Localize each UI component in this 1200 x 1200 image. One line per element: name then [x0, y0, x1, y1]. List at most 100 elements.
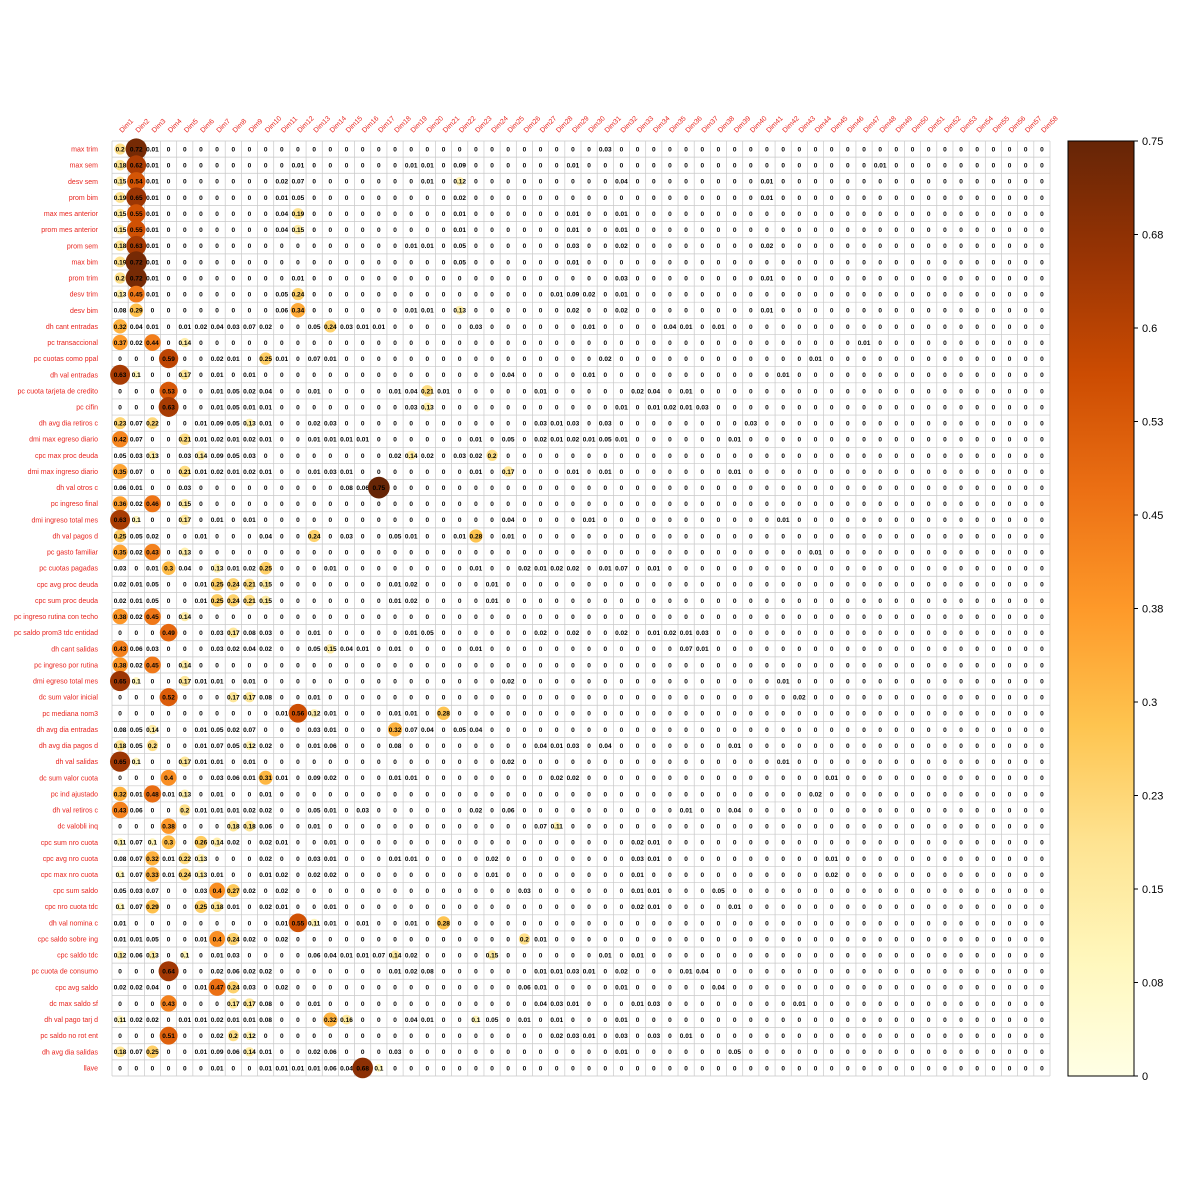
cell-value: 0: [652, 549, 656, 556]
cell-value: 0: [329, 678, 333, 685]
cell-value: 0: [474, 356, 478, 363]
cell-value: 0: [959, 566, 963, 573]
correlation-circle: [145, 899, 160, 914]
cell-value: 0: [442, 582, 446, 589]
cell-value: 0.02: [324, 775, 337, 782]
cell-value: 0: [668, 727, 672, 734]
cell-value: 0.02: [567, 566, 580, 573]
cell-value: 0: [571, 1049, 575, 1056]
cell-value: 0: [959, 1017, 963, 1024]
cell-value: 0.01: [308, 630, 321, 637]
cell-value: 0: [700, 920, 704, 927]
cell-value: 0: [539, 163, 543, 170]
cell-value: 0: [571, 485, 575, 492]
cell-value: 0: [943, 662, 947, 669]
cell-value: 0: [684, 711, 688, 718]
cell-value: 0: [361, 888, 365, 895]
cell-value: 0: [975, 904, 979, 911]
cell-value: 0: [975, 566, 979, 573]
row-label: dh avg dia entradas: [37, 727, 99, 734]
cell-value: 0: [652, 179, 656, 186]
cell-value: 0: [199, 775, 203, 782]
cell-value: 0: [749, 727, 753, 734]
cell-value: 0: [668, 582, 672, 589]
cell-value: 0: [862, 920, 866, 927]
cell-value: 0.02: [114, 582, 127, 589]
cell-value: 0: [296, 517, 300, 524]
cell-value: 0: [377, 727, 381, 734]
cell-value: 0: [652, 646, 656, 653]
cell-value: 0.04: [324, 952, 337, 959]
cell-value: 0.01: [550, 1017, 563, 1024]
cell-value: 0: [134, 388, 138, 395]
cell-value: 0: [636, 404, 640, 411]
cell-value: 0: [490, 904, 494, 911]
cell-value: 0.06: [324, 1049, 337, 1056]
cell-value: 0: [377, 549, 381, 556]
cell-value: 0: [587, 1017, 591, 1024]
cell-value: 0: [539, 308, 543, 315]
cell-value: 0: [733, 598, 737, 605]
cell-value: 0: [490, 292, 494, 299]
cell-value: 0.02: [243, 388, 256, 395]
cell-value: 0: [167, 646, 171, 653]
cell-value: 0: [927, 179, 931, 186]
cell-value: 0: [1024, 421, 1028, 428]
cell-value: 0: [895, 1001, 899, 1008]
cell-value: 0: [636, 292, 640, 299]
cell-value: 0: [652, 372, 656, 379]
cell-value: 0: [943, 711, 947, 718]
cell-value: 0: [377, 775, 381, 782]
correlation-circle: [486, 449, 498, 461]
cell-value: 0.01: [405, 243, 418, 250]
cell-value: 0: [781, 437, 785, 444]
cell-value: 0: [571, 952, 575, 959]
cell-value: 0: [442, 856, 446, 863]
cell-value: 0: [571, 856, 575, 863]
cell-value: 0: [992, 356, 996, 363]
correlation-circle: [146, 739, 159, 752]
cell-value: 0: [911, 630, 915, 637]
cell-value: 0.25: [259, 356, 272, 363]
cell-value: 0.02: [405, 969, 418, 976]
cell-value: 0: [296, 324, 300, 331]
column-label: Dim49: [895, 115, 914, 134]
correlation-circle: [112, 334, 128, 351]
cell-value: 0: [183, 243, 187, 250]
cell-value: 0: [975, 711, 979, 718]
cell-value: 0: [798, 614, 802, 621]
cell-value: 0: [733, 259, 737, 266]
cell-value: 0: [442, 308, 446, 315]
cell-value: 0: [409, 421, 413, 428]
cell-value: 0: [1040, 743, 1044, 750]
cell-value: 0: [975, 678, 979, 685]
cell-value: 0: [620, 388, 624, 395]
cell-value: 0: [199, 695, 203, 702]
cell-value: 0: [458, 614, 462, 621]
cell-value: 0: [975, 1049, 979, 1056]
cell-value: 0: [992, 146, 996, 153]
cell-value: 0: [684, 614, 688, 621]
cell-value: 0.27: [227, 888, 240, 895]
cell-value: 0: [231, 275, 235, 282]
cell-value: 0: [393, 662, 397, 669]
cell-value: 0: [620, 533, 624, 540]
cell-value: 0: [555, 952, 559, 959]
cell-value: 0: [846, 372, 850, 379]
cell-value: 0.01: [211, 952, 224, 959]
cell-value: 0: [798, 1033, 802, 1040]
cell-value: 0: [668, 695, 672, 702]
cell-value: 0: [765, 388, 769, 395]
cell-value: 0: [911, 888, 915, 895]
cell-value: 0: [490, 275, 494, 282]
row-label: dc sum valor cuota: [39, 775, 98, 782]
cell-value: 0: [765, 324, 769, 331]
cell-value: 0: [668, 211, 672, 218]
cell-value: 0: [506, 163, 510, 170]
cell-value: 0: [426, 904, 430, 911]
cell-value: 0: [474, 872, 478, 879]
cell-value: 0: [700, 1033, 704, 1040]
cell-value: 0.02: [227, 840, 240, 847]
cell-value: 0: [409, 1065, 413, 1072]
cell-value: 0: [555, 840, 559, 847]
